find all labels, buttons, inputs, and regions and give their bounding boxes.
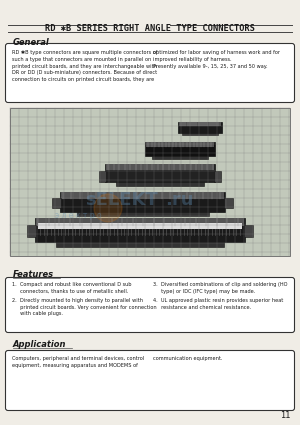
Bar: [106, 164, 214, 170]
Bar: [76, 212, 208, 216]
Text: 1.  Compact and robust like conventional D sub
     connectors, thanks to use of: 1. Compact and robust like conventional …: [12, 282, 131, 294]
FancyBboxPatch shape: [5, 351, 295, 411]
Text: 11: 11: [280, 411, 291, 420]
Text: RD ✱B SERIES RIGHT ANGLE TYPE CONNECTORS: RD ✱B SERIES RIGHT ANGLE TYPE CONNECTORS: [45, 23, 255, 32]
Text: 4.  UL approved plastic resin provides superior heat
     resistance and chemica: 4. UL approved plastic resin provides su…: [153, 298, 283, 309]
Bar: [61, 192, 224, 199]
Bar: [52, 198, 61, 208]
Bar: [10, 108, 290, 256]
Bar: [145, 142, 215, 156]
Bar: [60, 192, 225, 212]
Text: optimized for labor saving of harness work and for
improved reliability of harne: optimized for labor saving of harness wo…: [153, 50, 280, 68]
Bar: [182, 133, 218, 135]
Bar: [56, 242, 224, 247]
Bar: [244, 225, 253, 237]
Text: 2.  Directly mounted to high density to parallel with
     printed circuit board: 2. Directly mounted to high density to p…: [12, 298, 157, 316]
FancyBboxPatch shape: [5, 278, 295, 332]
Bar: [105, 164, 215, 182]
Bar: [146, 142, 214, 147]
Bar: [178, 122, 222, 133]
FancyBboxPatch shape: [5, 43, 295, 102]
Text: sELEKT: sELEKT: [85, 191, 158, 209]
Text: .ru: .ru: [165, 191, 194, 209]
Text: 3.  Diversified combinations of clip and soldering (HO
     type) or IDC (IFC ty: 3. Diversified combinations of clip and …: [153, 282, 287, 294]
Bar: [224, 198, 233, 208]
Bar: [179, 122, 221, 126]
Bar: [152, 156, 208, 159]
Bar: [27, 225, 36, 237]
Text: RD ✱B type connectors are square multiple connectors of
such a type that connect: RD ✱B type connectors are square multipl…: [12, 50, 158, 82]
Text: Computers, peripheral and terminal devices, control
equipment, measuring apparat: Computers, peripheral and terminal devic…: [12, 356, 144, 368]
Text: Features: Features: [13, 270, 54, 279]
Bar: [99, 171, 106, 182]
Text: Application: Application: [13, 340, 67, 349]
Text: э л е к т р о: э л е к т р о: [55, 210, 102, 219]
Bar: [36, 218, 244, 227]
Bar: [38, 223, 242, 229]
Bar: [214, 171, 221, 182]
Text: communication equipment.: communication equipment.: [153, 356, 223, 361]
Bar: [35, 218, 245, 242]
Bar: [116, 182, 204, 186]
Text: General: General: [13, 38, 50, 47]
Circle shape: [94, 194, 122, 222]
